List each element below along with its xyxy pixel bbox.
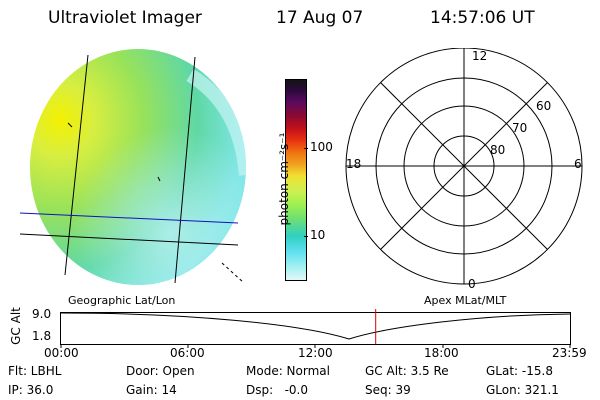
colorbar-unit-label: photon cm⁻²s⁻¹ xyxy=(277,132,291,226)
altitude-axis-label: GC Alt xyxy=(9,307,23,345)
mlat-label-70: 70 xyxy=(512,121,527,135)
sequence-status: Seq: 39 xyxy=(365,383,411,397)
mlt-label-12: 12 xyxy=(472,49,487,63)
altitude-curve xyxy=(60,312,571,340)
colorbar-tick xyxy=(304,236,308,237)
observation-time: 14:57:06 UT xyxy=(430,8,535,28)
observation-date: 17 Aug 07 xyxy=(276,8,364,28)
latitude-line xyxy=(19,212,239,224)
time-tick-1200: 12:00 xyxy=(298,346,333,360)
colorbar-tick-label-100: 100 xyxy=(310,140,333,154)
time-tick-1800: 18:00 xyxy=(424,346,459,360)
glat-status: GLat: -15.8 xyxy=(486,364,553,378)
altitude-tick-bottom: 1.8 xyxy=(32,329,52,343)
mlt-label-6: 6 xyxy=(574,157,582,171)
mlt-label-18: 18 xyxy=(346,157,361,171)
terminator-dash xyxy=(221,262,245,284)
mode-status: Mode: Normal xyxy=(246,364,330,378)
longitude-line xyxy=(64,54,89,276)
time-tick-0600: 06:00 xyxy=(170,346,205,360)
mlat-label-80: 80 xyxy=(490,143,505,157)
time-tick-2359: 23:59 xyxy=(552,346,587,360)
uv-earth-image xyxy=(19,49,246,285)
door-status: Door: Open xyxy=(126,364,195,378)
dsp-status: Dsp: -0.0 xyxy=(246,383,309,397)
ip-status: IP: 36.0 xyxy=(8,383,54,397)
apex-polar-grid: 12 0 18 6 60 70 80 xyxy=(345,48,583,291)
time-tick-0000: 00:00 xyxy=(44,346,79,360)
intensity-colorbar xyxy=(285,79,307,281)
latitude-line xyxy=(19,233,239,246)
filter-status: Flt: LBHL xyxy=(8,364,62,378)
colorbar-tick xyxy=(304,148,308,149)
glon-status: GLon: 321.1 xyxy=(486,383,559,397)
altitude-strip-plot xyxy=(60,309,571,348)
colorbar-tick-label-10: 10 xyxy=(310,228,326,242)
gc-altitude-status: GC Alt: 3.5 Re xyxy=(365,364,449,378)
image-caption: Geographic Lat/Lon xyxy=(68,294,176,307)
instrument-title: Ultraviolet Imager xyxy=(48,8,202,28)
gain-status: Gain: 14 xyxy=(126,383,177,397)
longitude-line xyxy=(174,56,196,284)
mlat-label-60: 60 xyxy=(536,99,551,113)
mlt-label-0: 0 xyxy=(468,277,476,291)
altitude-tick-top: 9.0 xyxy=(32,307,52,321)
polar-caption: Apex MLat/MLT xyxy=(424,294,507,307)
